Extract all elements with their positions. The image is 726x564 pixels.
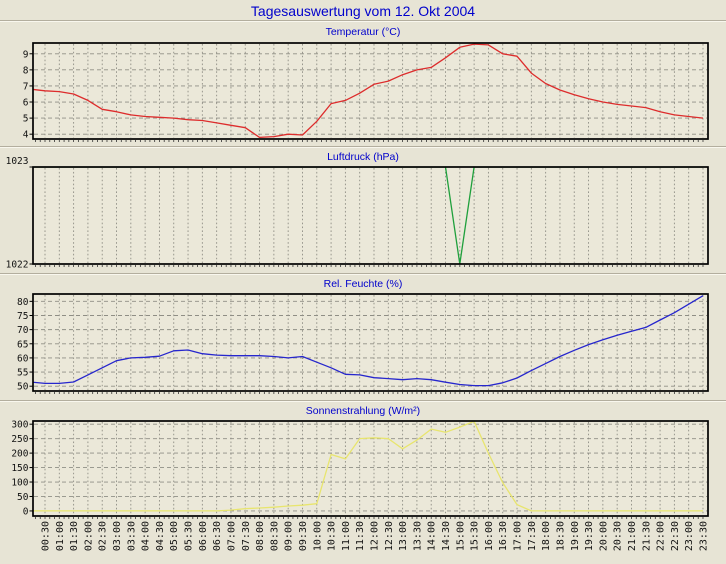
x-tick-label: 11:00 (341, 521, 352, 551)
chart-title-temperature: Temperatur (°C) (325, 26, 401, 38)
x-tick-label: 03:30 (126, 521, 137, 551)
y-tick-label: 6 (23, 98, 29, 109)
x-tick-label: 06:00 (198, 521, 209, 551)
y-tick-label: 1022 (6, 260, 29, 271)
x-tick-label: 06:30 (212, 521, 223, 551)
x-tick-label: 17:00 (513, 521, 524, 551)
x-tick-label: 20:00 (598, 521, 609, 551)
x-tick-label: 18:00 (541, 521, 552, 551)
x-tick-label: 14:30 (441, 521, 452, 551)
plot-border (32, 42, 709, 140)
x-tick-label: 19:30 (584, 521, 595, 551)
y-tick-label: 50 (17, 492, 29, 503)
x-tick-label: 23:00 (684, 521, 695, 551)
divider (0, 146, 726, 148)
x-tick-label: 22:30 (670, 521, 681, 551)
x-tick-label: 18:30 (555, 521, 566, 551)
y-tick-label: 55 (17, 368, 28, 379)
x-tick-label: 16:00 (484, 521, 495, 551)
plot-humidity: 50 55 60 65 70 75 80 (17, 293, 709, 394)
y-tick-label: 60 (17, 353, 29, 364)
x-tick-label: 03:00 (112, 521, 123, 551)
x-tick-label: 19:00 (570, 521, 581, 551)
y-tick-label: 50 (17, 382, 29, 393)
plot-border (32, 293, 709, 392)
x-tick-label: 08:00 (255, 521, 266, 551)
y-tick-label: 200 (11, 449, 28, 460)
divider (0, 400, 726, 402)
x-tick-label: 07:30 (241, 521, 252, 551)
x-tick-label: 13:00 (398, 521, 409, 551)
page-title: Tagesauswertung vom 12. Okt 2004 (250, 3, 476, 19)
x-tick-label: 13:30 (412, 521, 423, 551)
y-tick-label: 65 (17, 339, 28, 350)
x-tick-label: 02:30 (98, 521, 109, 551)
y-tick-label: 1023 (6, 156, 29, 167)
x-tick-label: 12:30 (384, 521, 395, 551)
data-line (33, 421, 703, 512)
x-tick-label: 01:00 (55, 521, 66, 551)
plot-area (33, 167, 708, 264)
plot-border (32, 420, 709, 517)
plot-area (33, 43, 708, 139)
x-tick-label: 07:00 (226, 521, 237, 551)
x-tick-label: 22:00 (656, 521, 667, 551)
plot-area (33, 421, 708, 516)
x-tick-label: 05:30 (184, 521, 195, 551)
y-tick-label: 250 (11, 434, 28, 445)
y-tick-label: 150 (11, 463, 28, 474)
x-tick-label: 12:00 (369, 521, 380, 551)
x-tick-label: 20:30 (613, 521, 624, 551)
y-tick-label: 7 (23, 81, 29, 92)
y-tick-label: 8 (23, 65, 29, 76)
x-tick-label: 01:30 (69, 521, 80, 551)
x-tick-label: 04:00 (141, 521, 152, 551)
y-tick-label: 80 (17, 297, 29, 308)
y-tick-label: 5 (23, 114, 29, 125)
x-tick-label: 10:00 (312, 521, 323, 551)
plot-temperature: 4 5 6 7 8 9 (23, 42, 709, 142)
data-line (33, 295, 704, 387)
x-tick-label: 10:30 (327, 521, 338, 551)
x-tick-label: 14:00 (427, 521, 438, 551)
chart-title-radiation: Sonnenstrahlung (W/m²) (305, 405, 421, 417)
chart-title-pressure: Luftdruck (hPa) (327, 151, 399, 163)
y-tick-label: 75 (17, 311, 28, 322)
plot-radiation: 0 50 100 150 200 250 300 (11, 420, 709, 519)
x-tick-label: 23:30 (698, 521, 709, 551)
x-tick-label: 17:30 (527, 521, 538, 551)
y-tick-label: 4 (23, 130, 29, 141)
plot-border (32, 166, 709, 265)
y-tick-label: 100 (11, 478, 28, 489)
x-tick-label: 08:30 (269, 521, 280, 551)
y-tick-label: 9 (23, 49, 29, 60)
x-tick-label: 15:00 (455, 521, 466, 551)
x-tick-label: 11:30 (355, 521, 366, 551)
y-tick-label: 0 (23, 506, 29, 517)
x-tick-label: 21:30 (641, 521, 652, 551)
x-tick-label: 02:00 (83, 521, 94, 551)
data-line (33, 43, 704, 139)
divider (0, 20, 726, 22)
x-tick-label: 21:00 (627, 521, 638, 551)
x-tick-label: 09:30 (298, 521, 309, 551)
x-tick-label: 09:00 (284, 521, 295, 551)
x-tick-label: 15:30 (470, 521, 481, 551)
chart-title-humidity: Rel. Feuchte (%) (323, 278, 403, 290)
x-axis-labels: 00:30 01:00 01:30 02:00 02:30 03:00 03:30 04:00… (41, 521, 710, 551)
divider (0, 273, 726, 275)
x-tick-label: 00:30 (41, 521, 52, 551)
y-tick-label: 300 (11, 420, 28, 431)
y-tick-label: 70 (17, 325, 29, 336)
plot-pressure: 1022 1023 (6, 156, 709, 271)
x-tick-label: 04:30 (155, 521, 166, 551)
x-tick-label: 05:00 (169, 521, 180, 551)
x-tick-label: 16:30 (498, 521, 509, 551)
